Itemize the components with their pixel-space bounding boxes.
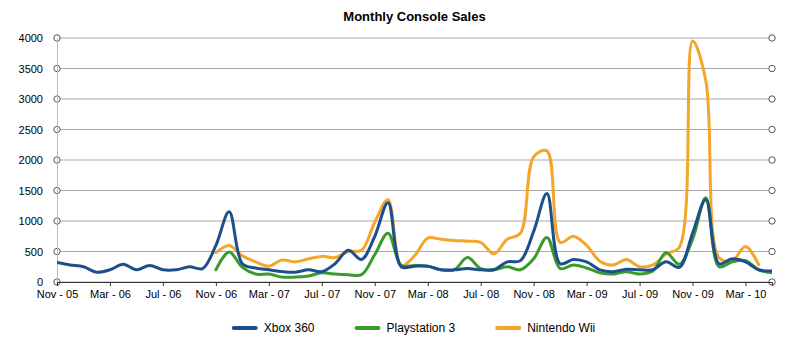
legend-swatch	[356, 326, 378, 330]
x-tick: Mar - 07	[249, 282, 290, 300]
chart: 0 500 1000 1500 2000 2500 3000 3500 4000 Nov - 05…	[0, 0, 804, 350]
y-tick: 3500	[19, 63, 57, 75]
x-tick-mark	[110, 282, 111, 286]
x-tick-mark	[693, 282, 694, 286]
x-tick-mark	[322, 282, 323, 286]
legend-swatch	[497, 326, 519, 330]
legend-label: Playstation 3	[386, 321, 455, 335]
x-tick: Mar - 08	[408, 282, 449, 300]
x-tick-label: Mar - 10	[726, 288, 767, 300]
x-tick-mark	[216, 282, 217, 286]
x-tick: Mar - 10	[726, 282, 767, 300]
grid-line	[57, 221, 772, 222]
x-tick-label: Jul - 06	[145, 288, 181, 300]
x-tick-label: Jul - 09	[622, 288, 658, 300]
x-tick: Jul - 08	[463, 282, 499, 300]
y-axis-line	[57, 39, 58, 283]
x-tick-mark	[428, 282, 429, 286]
x-tick: Jul - 09	[622, 282, 658, 300]
x-tick-label: Nov - 09	[672, 288, 714, 300]
x-tick-mark	[746, 282, 747, 286]
x-tick: Jul - 07	[304, 282, 340, 300]
x-tick-label: Jul - 07	[304, 288, 340, 300]
tick-marker	[769, 218, 775, 224]
x-tick-mark	[269, 282, 270, 286]
x-tick-mark	[163, 282, 164, 286]
y-tick-label: 3000	[19, 93, 43, 105]
legend-item: Nintendo Wii	[497, 321, 595, 335]
y-tick: 2000	[19, 154, 57, 166]
y-tick-label: 2000	[19, 154, 43, 166]
background	[0, 0, 804, 350]
x-tick-mark	[534, 282, 535, 286]
x-tick-label: Nov - 07	[354, 288, 396, 300]
x-tick: Jul - 06	[145, 282, 181, 300]
tick-marker	[769, 65, 775, 71]
legend-swatch	[234, 326, 256, 330]
y-tick: 1000	[19, 215, 57, 227]
y-tick-label: 1500	[19, 185, 43, 197]
x-tick-label: Mar - 07	[249, 288, 290, 300]
x-tick: Nov - 06	[196, 282, 238, 300]
x-tick-label: Mar - 08	[408, 288, 449, 300]
grid	[54, 35, 775, 285]
x-axis: Nov - 05 Mar - 06 Jul - 06 Nov - 06 Mar - 07…	[37, 282, 773, 300]
x-tick-mark	[481, 282, 482, 286]
series-line	[216, 41, 759, 267]
grid-line	[57, 160, 772, 161]
series-line	[216, 198, 772, 278]
y-tick: 4000	[19, 32, 57, 44]
x-tick-label: Jul - 08	[463, 288, 499, 300]
y-tick: 1500	[19, 185, 57, 197]
legend-label: Nintendo Wii	[527, 321, 595, 335]
tick-marker	[769, 187, 775, 193]
x-tick-label: Nov - 08	[513, 288, 555, 300]
legend-item: Xbox 360	[234, 321, 315, 335]
x-tick-label: Mar - 09	[567, 288, 608, 300]
tick-marker	[769, 35, 775, 41]
y-tick-label: 4000	[19, 32, 43, 44]
y-tick: 2500	[19, 124, 57, 136]
x-tick: Mar - 09	[567, 282, 608, 300]
y-tick: 3000	[19, 93, 57, 105]
y-axis: 0 500 1000 1500 2000 2500 3000 3500 4000	[19, 32, 58, 288]
series-line	[57, 194, 772, 273]
grid-line	[57, 68, 772, 69]
x-axis-line	[58, 283, 773, 287]
x-tick: Nov - 09	[672, 282, 714, 300]
tick-marker	[769, 157, 775, 163]
x-tick-label: Nov - 06	[196, 288, 238, 300]
x-tick-mark	[375, 282, 376, 286]
plot-area	[57, 41, 772, 277]
tick-marker	[769, 96, 775, 102]
x-tick-label: Nov - 05	[37, 288, 79, 300]
x-tick: Nov - 07	[354, 282, 396, 300]
grid-line	[57, 38, 772, 39]
y-tick-label: 3500	[19, 63, 43, 75]
grid-line	[57, 99, 772, 100]
tick-marker	[769, 126, 775, 132]
y-tick-label: 2500	[19, 124, 43, 136]
legend-item: Playstation 3	[356, 321, 455, 335]
grid-line	[57, 129, 772, 130]
y-tick: 500	[25, 246, 57, 258]
x-tick-mark	[640, 282, 641, 286]
y-tick: 0	[37, 276, 57, 288]
grid-line	[57, 190, 772, 191]
x-tick: Nov - 05	[37, 282, 79, 300]
x-tick-mark	[587, 282, 588, 286]
x-tick: Mar - 06	[90, 282, 131, 300]
legend-label: Xbox 360	[264, 321, 315, 335]
y-tick-label: 0	[37, 276, 43, 288]
tick-marker	[769, 248, 775, 254]
x-tick-label: Mar - 06	[90, 288, 131, 300]
y-tick-label: 1000	[19, 215, 43, 227]
title: Monthly Console Sales	[343, 9, 485, 24]
x-tick: Nov - 08	[513, 282, 555, 300]
y-tick-label: 500	[25, 246, 43, 258]
x-tick-mark	[57, 282, 58, 286]
legend: Xbox 360 Playstation 3 Nintendo Wii	[234, 321, 595, 335]
